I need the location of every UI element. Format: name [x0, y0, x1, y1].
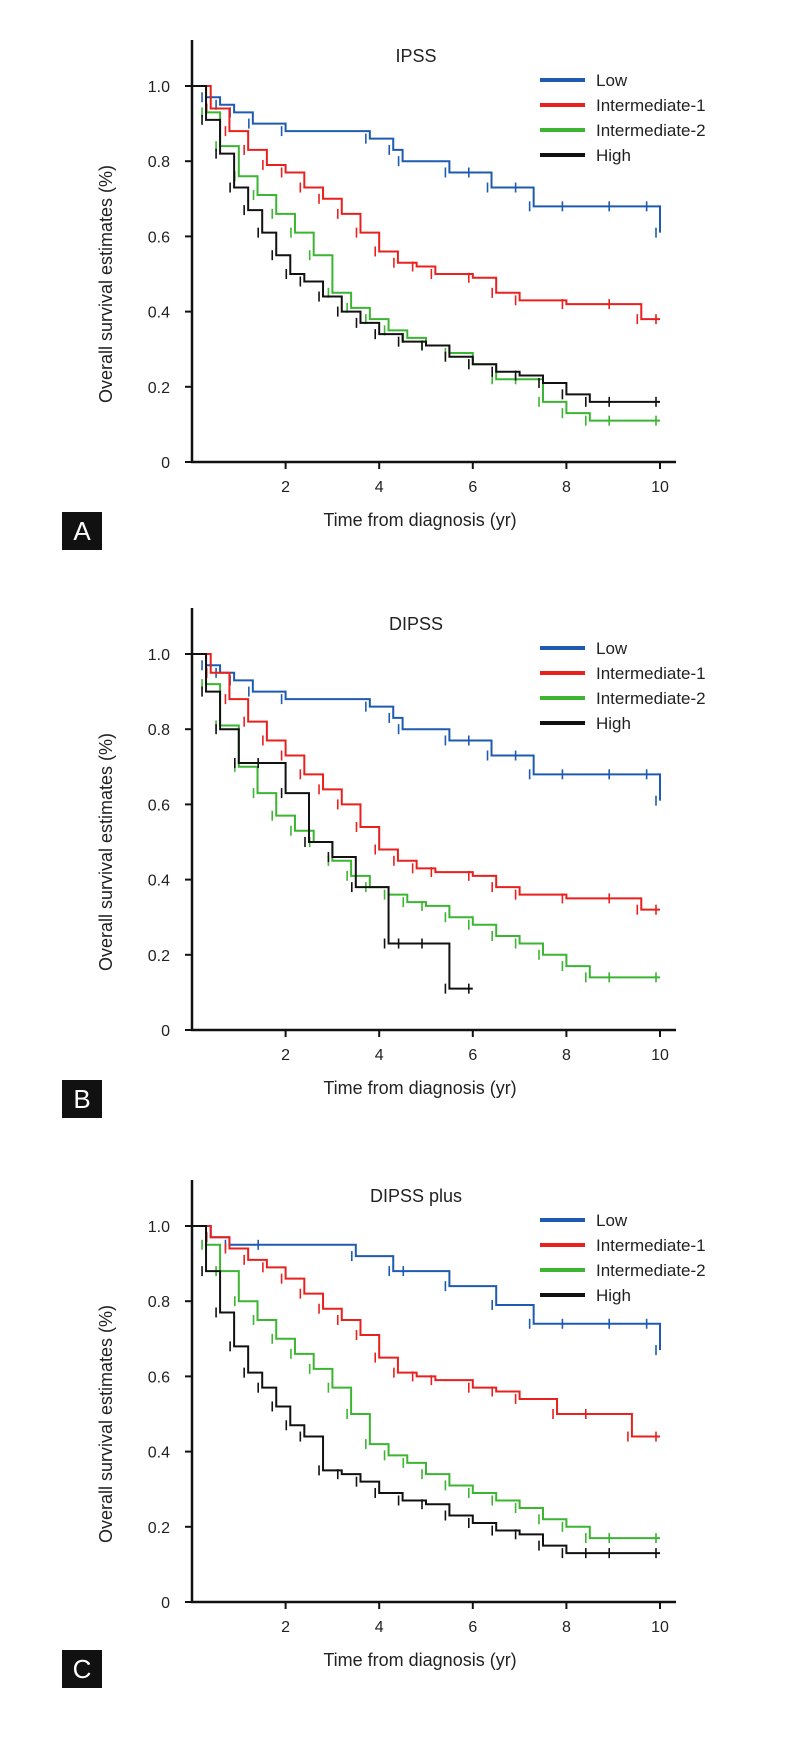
- x-tick-label: 10: [651, 1619, 669, 1636]
- series-line-3: [192, 85, 660, 403]
- y-axis-label: Overall survival estimates (%): [96, 1305, 116, 1543]
- series-line-0: [192, 85, 661, 233]
- y-tick-label: 0.4: [148, 873, 170, 890]
- km-chart-b: DIPSS 0 0.2 0.4 0.6 0.8 1.0 2 4 6 8 10 Time from dia…: [96, 608, 706, 1098]
- series-line-3: [192, 1225, 660, 1555]
- chart-title: IPSS: [395, 46, 436, 66]
- legend-label-3: High: [596, 1286, 631, 1305]
- chart-panel-a: IPSS 0 0.2 0.4 0.6 0.8 1.0 2 4 6 8 10 Time from diag…: [0, 0, 790, 560]
- y-axis-label: Overall survival estimates (%): [96, 165, 116, 403]
- chart-title: DIPSS plus: [370, 1186, 462, 1206]
- x-tick-label: 6: [468, 1047, 477, 1064]
- y-tick-label: 0.2: [148, 380, 170, 397]
- panel-label-a: A: [62, 512, 102, 550]
- legend-label-0: Low: [596, 1211, 628, 1230]
- x-tick-label: 4: [375, 1047, 384, 1064]
- y-tick-label: 0.2: [148, 1520, 170, 1537]
- x-axis-label: Time from diagnosis (yr): [323, 1650, 516, 1670]
- legend-label-3: High: [596, 714, 631, 733]
- y-tick-label: 0.6: [148, 229, 170, 246]
- x-tick-label: 6: [468, 1619, 477, 1636]
- x-tick-label: 2: [281, 1047, 290, 1064]
- y-tick-label: 0: [161, 1595, 170, 1612]
- chart-title: DIPSS: [389, 614, 443, 634]
- series-line-2: [192, 1225, 660, 1540]
- series-line-0: [192, 1225, 661, 1351]
- y-tick-label: 0.2: [148, 948, 170, 965]
- x-tick-label: 10: [651, 1047, 669, 1064]
- x-tick-label: 4: [375, 1619, 384, 1636]
- km-chart-c: DIPSS plus 0 0.2 0.4 0.6 0.8 1.0 2 4 6 8 10 Time fro…: [96, 1180, 706, 1670]
- legend-label-2: Intermediate-2: [596, 121, 706, 140]
- x-tick-label: 4: [375, 479, 384, 496]
- series-line-2: [192, 653, 660, 979]
- legend-label-1: Intermediate-1: [596, 1236, 706, 1255]
- series-line-1: [192, 1225, 660, 1438]
- x-tick-label: 10: [651, 479, 669, 496]
- x-tick-label: 8: [562, 479, 571, 496]
- chart-panel-b: DIPSS 0 0.2 0.4 0.6 0.8 1.0 2 4 6 8 10 Time from dia…: [0, 568, 790, 1128]
- x-axis-label: Time from diagnosis (yr): [323, 510, 516, 530]
- y-tick-label: 0.4: [148, 305, 170, 322]
- y-tick-label: 0.8: [148, 722, 170, 739]
- x-tick-label: 8: [562, 1619, 571, 1636]
- y-tick-label: 1.0: [148, 647, 170, 664]
- series-line-2: [192, 85, 660, 422]
- y-tick-label: 0: [161, 455, 170, 472]
- y-tick-label: 0.4: [148, 1445, 170, 1462]
- km-chart-a: IPSS 0 0.2 0.4 0.6 0.8 1.0 2 4 6 8 10 Time from diag…: [96, 40, 706, 530]
- panel-label-b: B: [62, 1080, 102, 1118]
- y-tick-label: 0: [161, 1023, 170, 1040]
- legend-label-0: Low: [596, 639, 628, 658]
- legend-label-1: Intermediate-1: [596, 96, 706, 115]
- x-tick-label: 8: [562, 1047, 571, 1064]
- y-tick-label: 0.8: [148, 154, 170, 171]
- series-line-1: [192, 653, 660, 911]
- y-tick-label: 1.0: [148, 1219, 170, 1236]
- panel-label-c: C: [62, 1650, 102, 1688]
- y-tick-label: 1.0: [148, 79, 170, 96]
- series-line-3: [192, 653, 473, 990]
- x-tick-label: 2: [281, 479, 290, 496]
- legend-label-0: Low: [596, 71, 628, 90]
- legend-label-1: Intermediate-1: [596, 664, 706, 683]
- x-tick-label: 6: [468, 479, 477, 496]
- x-tick-label: 2: [281, 1619, 290, 1636]
- chart-panel-c: DIPSS plus 0 0.2 0.4 0.6 0.8 1.0 2 4 6 8 10 Time fro…: [0, 1140, 790, 1700]
- y-axis-label: Overall survival estimates (%): [96, 733, 116, 971]
- legend-label-2: Intermediate-2: [596, 1261, 706, 1280]
- y-tick-label: 0.6: [148, 797, 170, 814]
- series-line-1: [192, 85, 660, 321]
- legend-label-3: High: [596, 146, 631, 165]
- series-line-0: [192, 653, 661, 801]
- x-axis-label: Time from diagnosis (yr): [323, 1078, 516, 1098]
- y-tick-label: 0.8: [148, 1294, 170, 1311]
- y-tick-label: 0.6: [148, 1369, 170, 1386]
- legend-label-2: Intermediate-2: [596, 689, 706, 708]
